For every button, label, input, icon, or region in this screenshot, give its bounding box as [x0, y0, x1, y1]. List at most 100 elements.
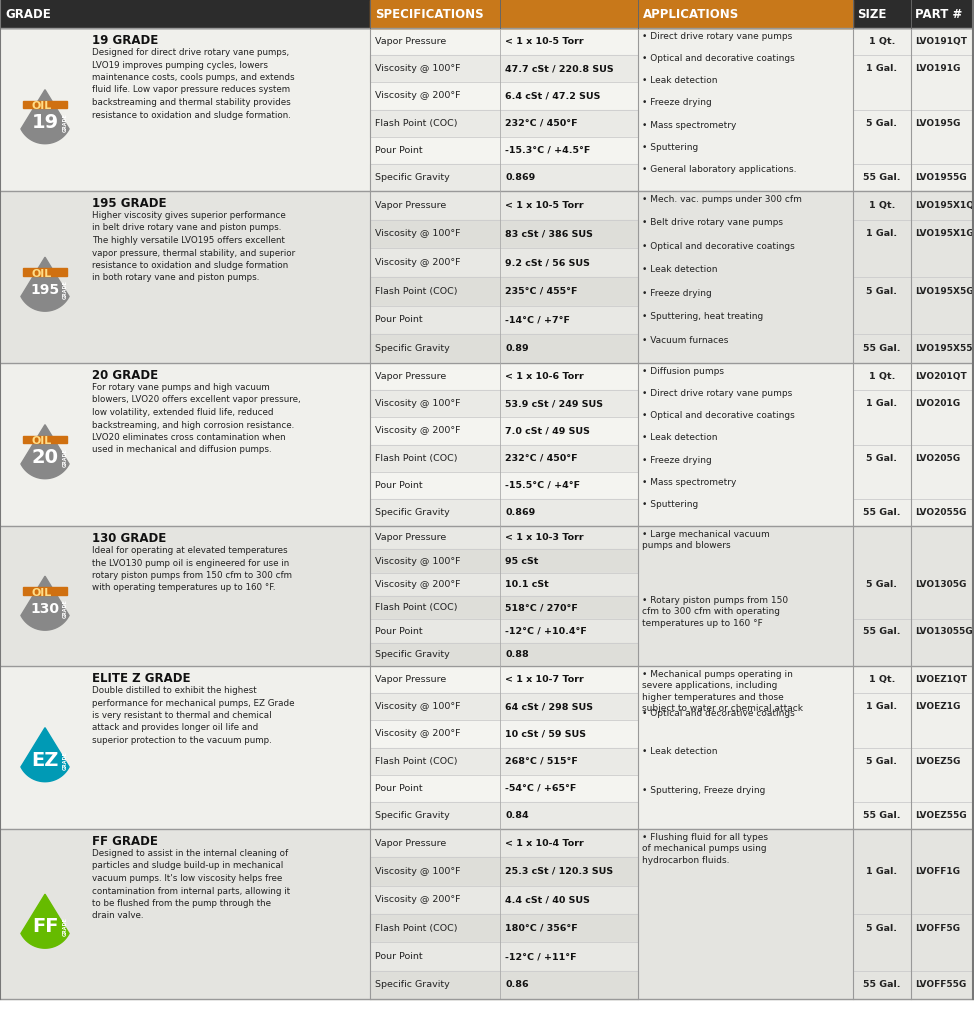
- Text: • Mechanical pumps operating in
severe applications, including
higher temperatur: • Mechanical pumps operating in severe a…: [642, 670, 803, 714]
- Text: 19 GRADE: 19 GRADE: [92, 34, 158, 47]
- Polygon shape: [21, 90, 69, 143]
- Text: LVOFF1G: LVOFF1G: [915, 867, 960, 876]
- Bar: [370, 942, 638, 971]
- Text: Pour Point: Pour Point: [375, 315, 423, 325]
- Bar: [370, 857, 638, 886]
- Text: • Rotary piston pumps from 150
cfm to 300 cfm with operating
temperatures up to : • Rotary piston pumps from 150 cfm to 30…: [642, 596, 788, 628]
- Text: 1 Qt.: 1 Qt.: [869, 675, 895, 684]
- Bar: [370, 829, 638, 857]
- Text: 47.7 cSt / 220.8 SUS: 47.7 cSt / 220.8 SUS: [505, 65, 614, 74]
- Text: Specific Gravity: Specific Gravity: [375, 811, 450, 820]
- Text: Flash Point (COC): Flash Point (COC): [375, 924, 458, 933]
- Text: LVO191G: LVO191G: [915, 65, 960, 74]
- Text: SIZE: SIZE: [857, 7, 886, 20]
- Text: 19: 19: [31, 113, 58, 132]
- Text: 64 cSt / 298 SUS: 64 cSt / 298 SUS: [505, 702, 593, 712]
- Text: LVOEZ5G: LVOEZ5G: [915, 757, 960, 766]
- Text: 55 Gal.: 55 Gal.: [863, 811, 901, 820]
- Text: 5 Gal.: 5 Gal.: [867, 287, 897, 296]
- Text: LVO195X1QT: LVO195X1QT: [915, 201, 974, 210]
- Text: • Freeze drying: • Freeze drying: [642, 289, 712, 298]
- Text: 0.88: 0.88: [505, 650, 529, 658]
- Text: • Sputtering: • Sputtering: [642, 142, 698, 152]
- Text: 1 Gal.: 1 Gal.: [867, 702, 898, 712]
- Text: • Optical and decorative coatings: • Optical and decorative coatings: [642, 412, 795, 420]
- Text: 195 GRADE: 195 GRADE: [92, 197, 167, 210]
- Bar: [370, 334, 638, 362]
- Bar: [0, 666, 974, 829]
- Text: GRADE: GRADE: [62, 751, 67, 770]
- Text: • Optical and decorative coatings: • Optical and decorative coatings: [642, 709, 795, 718]
- Text: Flash Point (COC): Flash Point (COC): [375, 119, 458, 128]
- Bar: [370, 620, 638, 643]
- Text: • Belt drive rotary vane pumps: • Belt drive rotary vane pumps: [642, 218, 783, 227]
- Bar: [370, 693, 638, 720]
- Text: Viscosity @ 100°F: Viscosity @ 100°F: [375, 556, 461, 565]
- Bar: [23, 100, 66, 109]
- Text: 5 Gal.: 5 Gal.: [867, 119, 897, 128]
- Bar: [370, 775, 638, 802]
- Text: Specific Gravity: Specific Gravity: [375, 650, 450, 658]
- Text: 518°C / 270°F: 518°C / 270°F: [505, 603, 578, 612]
- Text: OIL: OIL: [31, 101, 52, 112]
- Text: GRADE: GRADE: [62, 281, 67, 299]
- Bar: [370, 886, 638, 914]
- Text: FF: FF: [32, 918, 58, 936]
- Bar: [370, 82, 638, 110]
- Bar: [370, 110, 638, 136]
- Bar: [0, 0, 974, 28]
- Text: 7.0 cSt / 49 SUS: 7.0 cSt / 49 SUS: [505, 426, 590, 435]
- Text: 6.4 cSt / 47.2 SUS: 6.4 cSt / 47.2 SUS: [505, 91, 600, 100]
- Text: Viscosity @ 200°F: Viscosity @ 200°F: [375, 729, 461, 738]
- Text: GRADE: GRADE: [62, 599, 67, 618]
- Text: ELITE Z GRADE: ELITE Z GRADE: [92, 672, 191, 685]
- Bar: [370, 499, 638, 526]
- Text: GRADE: GRADE: [5, 7, 51, 20]
- Text: • Freeze drying: • Freeze drying: [642, 98, 712, 108]
- Text: 5 Gal.: 5 Gal.: [867, 924, 897, 933]
- Text: Vapor Pressure: Vapor Pressure: [375, 839, 446, 848]
- Bar: [370, 444, 638, 472]
- Text: • Sputtering, Freeze drying: • Sputtering, Freeze drying: [642, 786, 766, 796]
- Text: 1 Qt.: 1 Qt.: [869, 37, 895, 46]
- Text: -12°C / +10.4°F: -12°C / +10.4°F: [505, 627, 587, 636]
- Text: Specific Gravity: Specific Gravity: [375, 173, 450, 182]
- Text: 20: 20: [31, 447, 58, 467]
- Text: Viscosity @ 200°F: Viscosity @ 200°F: [375, 258, 461, 267]
- Text: PART #: PART #: [915, 7, 962, 20]
- Bar: [370, 306, 638, 334]
- Text: • Mech. vac. pumps under 300 cfm: • Mech. vac. pumps under 300 cfm: [642, 195, 802, 204]
- Text: 55 Gal.: 55 Gal.: [863, 344, 901, 353]
- Text: < 1 x 10-3 Torr: < 1 x 10-3 Torr: [505, 534, 583, 542]
- Text: • Leak detection: • Leak detection: [642, 76, 718, 85]
- Text: LVO1955G: LVO1955G: [915, 173, 966, 182]
- Text: Flash Point (COC): Flash Point (COC): [375, 454, 458, 463]
- Text: • Vacuum furnaces: • Vacuum furnaces: [642, 336, 729, 344]
- Bar: [370, 362, 638, 390]
- Text: 20 GRADE: 20 GRADE: [92, 369, 158, 382]
- Text: • Large mechanical vacuum
pumps and blowers: • Large mechanical vacuum pumps and blow…: [642, 530, 769, 551]
- Text: GRADE: GRADE: [62, 113, 67, 131]
- Text: LVO2055G: LVO2055G: [915, 508, 966, 517]
- Text: < 1 x 10-5 Torr: < 1 x 10-5 Torr: [505, 37, 583, 46]
- Text: Higher viscosity gives superior performance
in belt drive rotary vane and piston: Higher viscosity gives superior performa…: [92, 211, 295, 283]
- Bar: [370, 549, 638, 572]
- Bar: [0, 362, 974, 526]
- Bar: [370, 748, 638, 775]
- Text: 5 Gal.: 5 Gal.: [867, 757, 897, 766]
- Text: Vapor Pressure: Vapor Pressure: [375, 675, 446, 684]
- Text: -15.3°C / +4.5°F: -15.3°C / +4.5°F: [505, 145, 590, 155]
- Bar: [370, 914, 638, 942]
- Text: APPLICATIONS: APPLICATIONS: [643, 7, 739, 20]
- Text: GRADE: GRADE: [62, 918, 67, 936]
- Text: LVO201G: LVO201G: [915, 399, 960, 409]
- Text: • Flushing fluid for all types
of mechanical pumps using
hydrocarbon fluids.: • Flushing fluid for all types of mechan…: [642, 833, 768, 865]
- Text: • Sputtering, heat treating: • Sputtering, heat treating: [642, 312, 764, 322]
- Text: Flash Point (COC): Flash Point (COC): [375, 757, 458, 766]
- Text: Double distilled to exhibit the highest
performance for mechanical pumps, EZ Gra: Double distilled to exhibit the highest …: [92, 686, 294, 745]
- Text: Pour Point: Pour Point: [375, 480, 423, 489]
- Text: For rotary vane pumps and high vacuum
blowers, LVO20 offers excellent vapor pres: For rotary vane pumps and high vacuum bl…: [92, 383, 301, 455]
- Text: Vapor Pressure: Vapor Pressure: [375, 201, 446, 210]
- Text: 1 Qt.: 1 Qt.: [869, 201, 895, 210]
- Text: Designed for direct drive rotary vane pumps,
LVO19 improves pumping cycles, lowe: Designed for direct drive rotary vane pu…: [92, 48, 294, 120]
